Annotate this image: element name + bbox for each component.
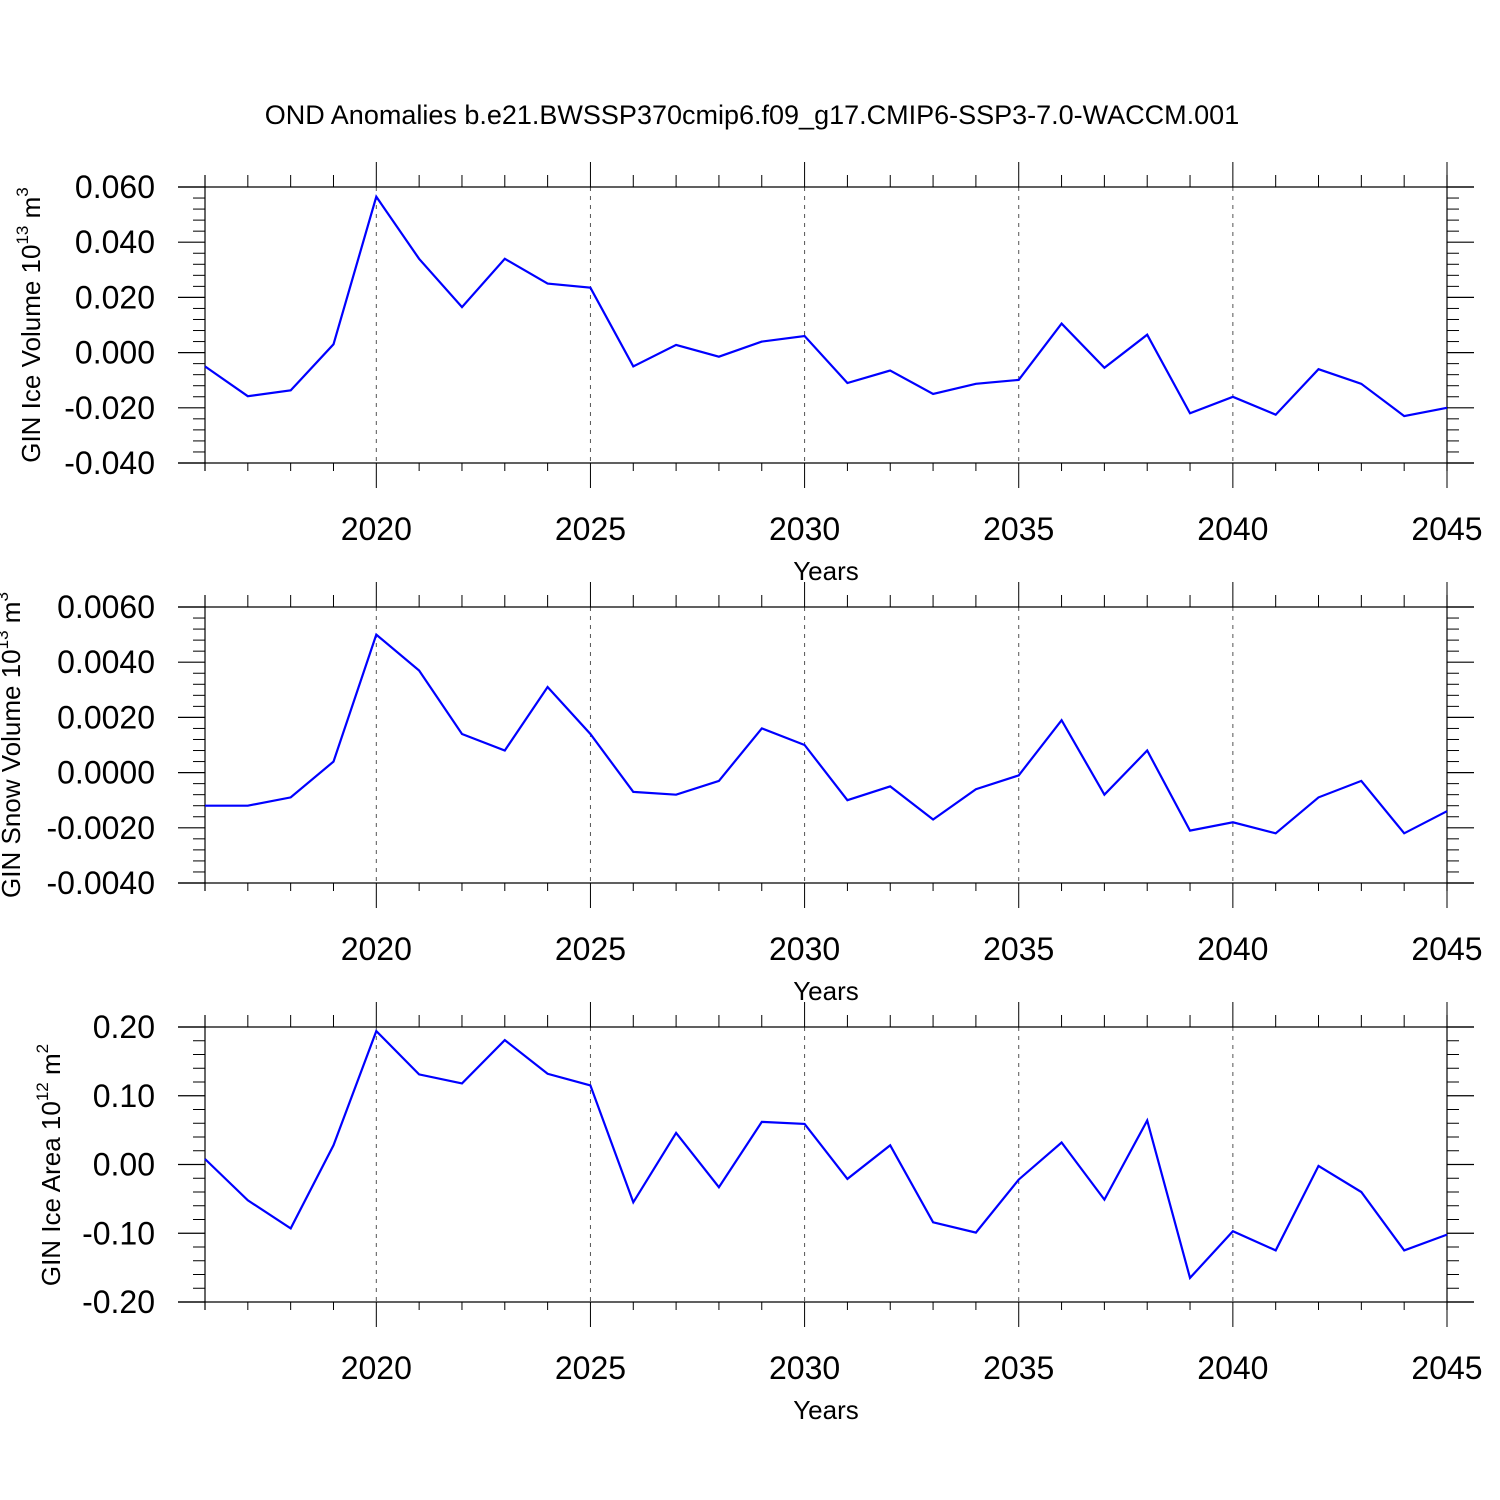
xtick-label: 2040	[1197, 931, 1268, 967]
ytick-label: 0.060	[75, 169, 155, 205]
y-axis-label: GIN Ice Area 1012 m2	[33, 1044, 66, 1286]
xtick-label: 2045	[1411, 931, 1482, 967]
y-axis-ticks: -0.20 -0.10 0.00 0.10 0.20	[82, 1009, 1474, 1320]
ytick-label: 0.0020	[57, 699, 155, 735]
ytick-label: 0.040	[75, 224, 155, 260]
xtick-label: 2045	[1411, 1350, 1482, 1386]
x-axis-ticks: 2020 2025 2030 2035 2040 2045	[204, 582, 1483, 967]
ytick-label: 0.0000	[57, 755, 155, 791]
ytick-label: -0.0040	[46, 865, 155, 901]
ytick-label: 0.0060	[57, 589, 155, 625]
x-gridlines	[375, 187, 1234, 463]
x-axis-label: Years	[793, 1395, 859, 1425]
x-axis-label: Years	[793, 556, 859, 586]
plot-frame	[178, 175, 1474, 471]
ytick-label: -0.040	[64, 445, 155, 481]
x-axis-label: Years	[793, 976, 859, 1006]
ytick-label: 0.20	[93, 1009, 155, 1045]
x-axis-ticks: 2020 2025 2030 2035 2040 2045	[204, 1002, 1483, 1386]
y-axis-ticks: -0.040 -0.020 0.000 0.020 0.040 0.060	[64, 169, 1474, 481]
xtick-label: 2030	[769, 511, 840, 547]
ytick-label: 0.000	[75, 335, 155, 371]
x-gridlines	[375, 1027, 1234, 1302]
ytick-label: 0.10	[93, 1078, 155, 1114]
chart-title: OND Anomalies b.e21.BWSSP370cmip6.f09_g1…	[265, 100, 1239, 130]
x-axis-ticks: 2020 2025 2030 2035 2040 2045	[204, 162, 1483, 547]
ytick-label: -0.10	[82, 1215, 155, 1251]
xtick-label: 2035	[983, 931, 1054, 967]
xtick-label: 2020	[341, 511, 412, 547]
xtick-label: 2035	[983, 1350, 1054, 1386]
ytick-label: 0.00	[93, 1147, 155, 1183]
series-line-snow-volume	[205, 632, 1448, 835]
ytick-label: -0.20	[82, 1284, 155, 1320]
xtick-label: 2020	[341, 931, 412, 967]
xtick-label: 2045	[1411, 511, 1482, 547]
xtick-label: 2030	[769, 1350, 840, 1386]
y-axis-label: GIN Ice Volume 1013 m3	[13, 187, 46, 463]
panel-ice-area: -0.20-0.100.000.100.20 2020 2025 2030 2035 2…	[33, 1002, 1483, 1425]
ytick-label: 0.020	[75, 279, 155, 315]
xtick-label: 2025	[555, 1350, 626, 1386]
panel-snow-volume: -0.0040 -0.0020 0.0000 0.0020 0.0040 0.0060 2…	[0, 582, 1483, 1006]
plot-frame	[178, 1015, 1474, 1310]
y-axis-ticks: -0.0040 -0.0020 0.0000 0.0020 0.0040 0.0060	[46, 589, 1474, 901]
xtick-label: 2025	[555, 931, 626, 967]
xtick-label: 2040	[1197, 511, 1268, 547]
y-axis-label: GIN Snow Volume 1013 m3	[0, 592, 26, 898]
xtick-label: 2040	[1197, 1350, 1268, 1386]
ytick-label: -0.020	[64, 390, 155, 426]
xtick-label: 2035	[983, 511, 1054, 547]
ytick-label: 0.0040	[57, 644, 155, 680]
xtick-label: 2030	[769, 931, 840, 967]
series-line-ice-area	[204, 1029, 1448, 1281]
xtick-label: 2025	[555, 511, 626, 547]
series-line-ice-volume	[204, 194, 1448, 418]
xtick-label: 2020	[341, 1350, 412, 1386]
plot-frame	[178, 595, 1474, 891]
ytick-label: -0.0020	[46, 810, 155, 846]
